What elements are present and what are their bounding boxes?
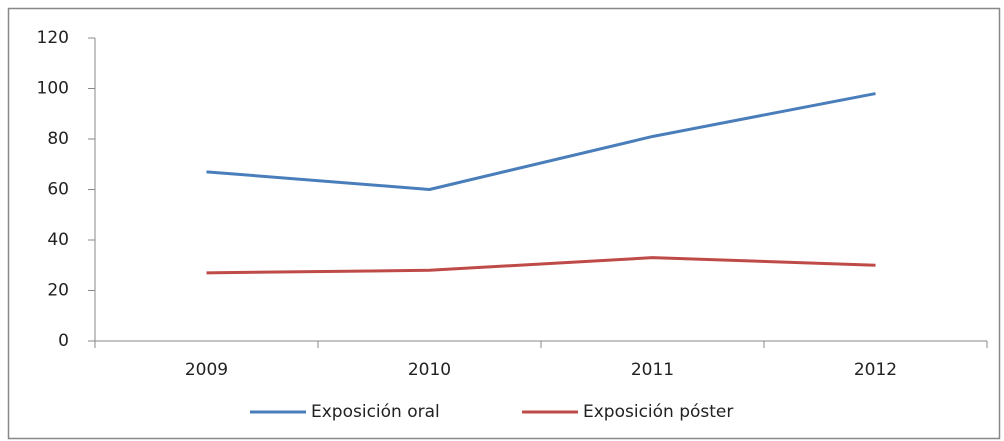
series-line	[206, 256, 876, 275]
legend-label: Exposición oral	[311, 402, 440, 422]
x-tick-label: 2011	[631, 360, 674, 380]
y-tick-label: 60	[47, 180, 69, 200]
x-tick-label: 2010	[408, 360, 451, 380]
y-tick-label: 120	[37, 28, 69, 48]
legend-label: Exposición póster	[583, 402, 733, 422]
x-tick-label: 2012	[854, 360, 897, 380]
chart-border	[7, 7, 1001, 440]
y-tick-label: 80	[47, 129, 69, 149]
y-tick-label: 0	[58, 331, 69, 351]
y-tick-label: 40	[47, 230, 69, 250]
series-line	[206, 92, 876, 191]
y-tick-label: 20	[47, 281, 69, 301]
x-tick-label: 2009	[185, 360, 228, 380]
y-tick-label: 100	[37, 79, 69, 99]
